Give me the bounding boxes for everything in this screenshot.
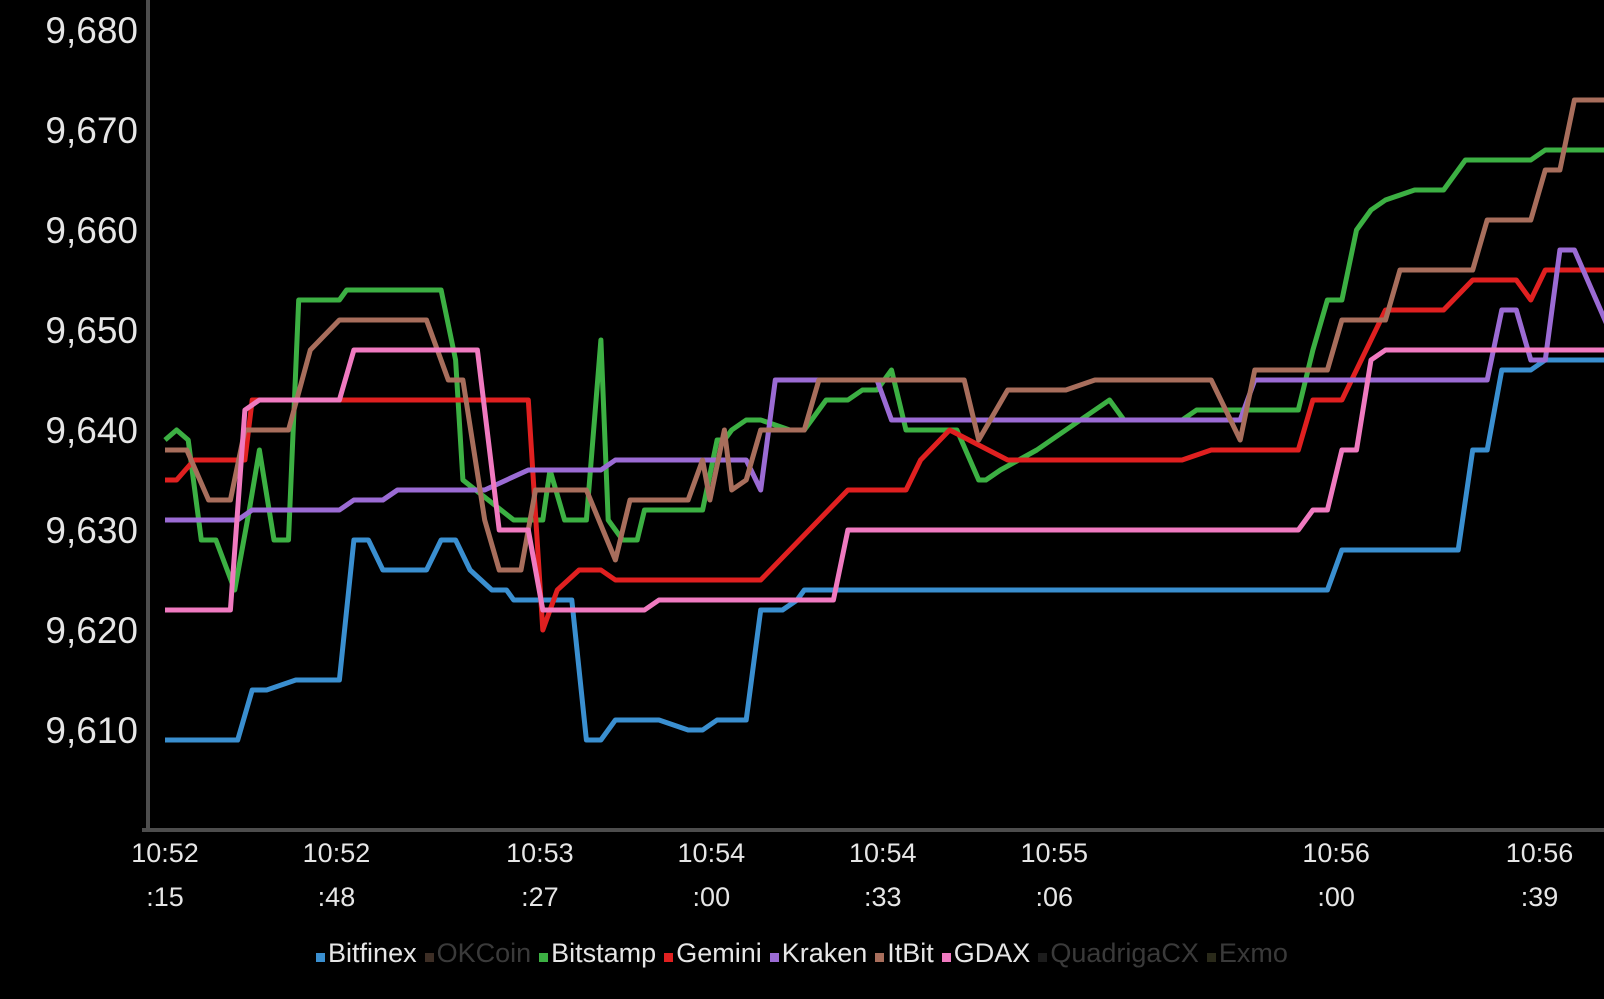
legend-swatch xyxy=(1206,953,1216,962)
legend-swatch xyxy=(316,953,326,962)
legend-label: ItBit xyxy=(887,938,934,968)
legend-swatch xyxy=(769,953,779,962)
x-tick-label: 10:52:15 xyxy=(131,838,199,912)
series-line-gemini xyxy=(165,267,1604,633)
chart-legend: Bitfinex OKCoin Bitstamp Gemini Kraken I… xyxy=(0,938,1604,969)
legend-item-kraken[interactable]: Kraken xyxy=(769,938,868,969)
series-lines xyxy=(163,97,1604,743)
legend-swatch xyxy=(424,953,434,962)
y-tick-label: 9,610 xyxy=(45,710,138,751)
legend-item-bitfinex[interactable]: Bitfinex xyxy=(316,938,417,969)
y-tick-label: 9,660 xyxy=(45,210,138,251)
legend-swatch xyxy=(664,953,674,962)
legend-item-itbit[interactable]: ItBit xyxy=(875,938,934,969)
legend-label: QuadrigaCX xyxy=(1050,938,1199,968)
y-axis-tick-labels: 9,610 9,620 9,630 9,640 9,650 9,660 9,670 9,680 xyxy=(45,10,138,751)
legend-label: Bitfinex xyxy=(328,938,417,968)
legend-item-quadrigacx[interactable]: QuadrigaCX xyxy=(1038,938,1199,969)
legend-label: OKCoin xyxy=(436,938,532,968)
x-tick-label: 10:54:33 xyxy=(849,838,917,912)
y-tick-label: 9,640 xyxy=(45,410,138,451)
y-tick-label: 9,650 xyxy=(45,310,138,351)
legend-item-okcoin[interactable]: OKCoin xyxy=(424,938,532,969)
series-line-gdax xyxy=(165,347,1604,613)
x-tick-label: 10:55:06 xyxy=(1020,838,1088,912)
y-tick-label: 9,630 xyxy=(45,510,138,551)
legend-label: Gemini xyxy=(676,938,762,968)
legend-swatch xyxy=(1038,953,1048,962)
y-tick-label: 9,670 xyxy=(45,110,138,151)
series-line-kraken xyxy=(165,247,1604,523)
x-tick-label: 10:53:27 xyxy=(506,838,574,912)
series-line-bitfinex xyxy=(165,357,1604,743)
legend-swatch xyxy=(539,953,549,962)
series-line-itbit xyxy=(165,97,1604,573)
y-tick-label: 9,680 xyxy=(45,10,138,51)
legend-item-bitstamp[interactable]: Bitstamp xyxy=(539,938,656,969)
legend-label: Exmo xyxy=(1218,938,1288,968)
y-tick-label: 9,620 xyxy=(45,610,138,651)
legend-label: Bitstamp xyxy=(551,938,657,968)
x-tick-label: 10:54:00 xyxy=(678,838,746,912)
x-tick-label: 10:52:48 xyxy=(303,838,371,912)
legend-item-gdax[interactable]: GDAX xyxy=(941,938,1031,969)
legend-label: Kraken xyxy=(781,938,868,968)
legend-swatch xyxy=(875,953,885,962)
series-line-bitstamp xyxy=(163,147,1604,593)
legend-label: GDAX xyxy=(953,938,1031,968)
x-tick-label: 10:56:39 xyxy=(1506,838,1574,912)
legend-item-gemini[interactable]: Gemini xyxy=(664,938,762,969)
legend-item-exmo[interactable]: Exmo xyxy=(1206,938,1288,969)
legend-swatch xyxy=(941,953,951,962)
x-axis-tick-labels: 10:52:15 10:52:48 10:53:27 10:54:00 10:54:33… xyxy=(131,838,1573,912)
x-tick-label: 10:56:00 xyxy=(1302,838,1370,912)
